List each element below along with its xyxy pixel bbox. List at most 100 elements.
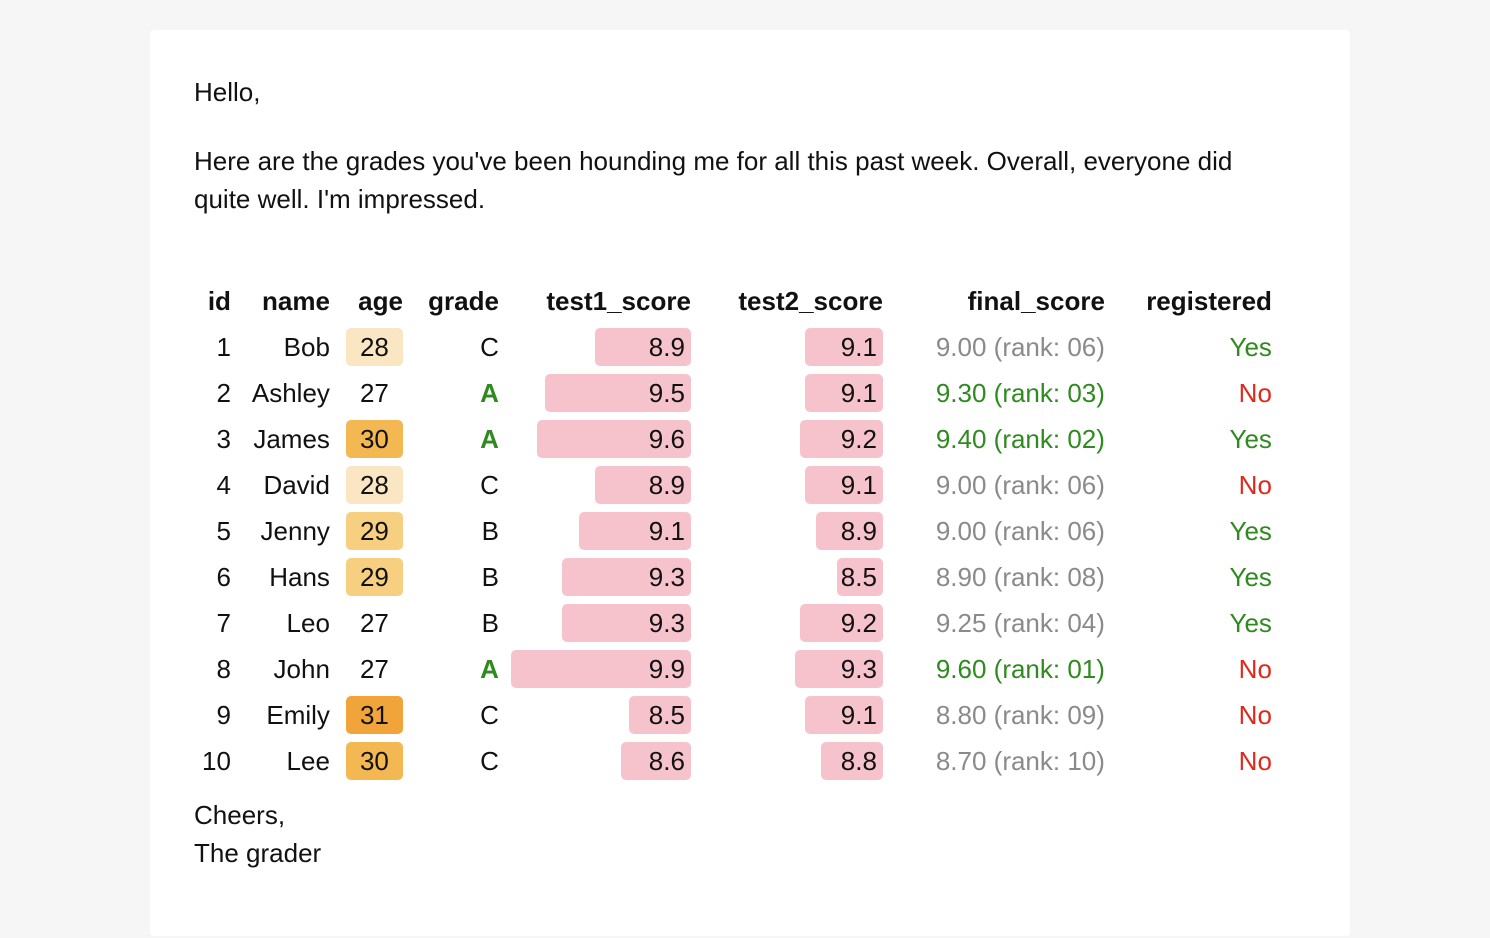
table-row: 6 Hans 29 B 9.3 8.5 8.90 (rank: 08) Yes	[194, 554, 1280, 600]
score-bar-wrap: 9.3	[515, 558, 691, 596]
age-chip: 27	[345, 650, 403, 688]
score-value: 9.9	[648, 654, 685, 684]
score-bar	[561, 558, 691, 596]
cell-test1-score: 9.1	[507, 508, 699, 554]
cell-final-score: 8.70 (rank: 10)	[935, 745, 1105, 776]
cell-final-score: 9.00 (rank: 06)	[935, 469, 1105, 500]
cell-grade: B	[481, 515, 499, 546]
grades-table: id name age grade test1_score test2_scor…	[194, 278, 1280, 784]
table-row: 3 James 30 A 9.6 9.2 9.40 (rank: 02) Yes	[194, 416, 1280, 462]
signoff: Cheers, The grader	[194, 796, 321, 872]
score-value: 9.2	[840, 424, 877, 454]
cell-age: 27	[338, 600, 411, 646]
cell-test1-score: 9.3	[507, 554, 699, 600]
score-bar	[820, 742, 883, 780]
cell-grade: B	[481, 561, 499, 592]
cell-registered: Yes	[1229, 561, 1272, 592]
cell-age: 28	[338, 324, 411, 370]
signoff-line-1: Cheers,	[194, 800, 286, 830]
cell-grade: B	[481, 607, 499, 638]
table-row: 9 Emily 31 C 8.5 9.1 8.80 (rank: 09) No	[194, 692, 1280, 738]
cell-id: 1	[216, 331, 231, 362]
cell-test2-score: 9.2	[699, 600, 891, 646]
score-value: 9.1	[840, 470, 877, 500]
cell-registered: Yes	[1229, 423, 1272, 454]
score-bar	[510, 650, 691, 688]
intro-text: Here are the grades you've been hounding…	[194, 146, 1233, 214]
score-bar	[804, 374, 883, 412]
header-registered: registered	[1146, 285, 1272, 316]
cell-registered: No	[1238, 469, 1272, 500]
cell-id: 3	[216, 423, 231, 454]
cell-name: David	[263, 469, 330, 500]
score-bar-wrap: 8.9	[515, 466, 691, 504]
score-value: 9.3	[648, 608, 685, 638]
cell-final-score: 9.25 (rank: 04)	[935, 607, 1105, 638]
cell-test2-score: 9.1	[699, 370, 891, 416]
score-value: 8.9	[648, 332, 685, 362]
cell-grade: C	[480, 699, 499, 730]
score-value: 9.1	[840, 378, 877, 408]
cell-registered: No	[1238, 653, 1272, 684]
table-row: 10 Lee 30 C 8.6 8.8 8.70 (rank: 10) No	[194, 738, 1280, 784]
score-bar	[804, 466, 883, 504]
cell-id: 9	[216, 699, 231, 730]
score-bar-wrap: 9.2	[707, 420, 883, 458]
header-final-score: final_score	[967, 285, 1105, 316]
age-chip: 31	[345, 696, 403, 734]
cell-test1-score: 9.5	[507, 370, 699, 416]
cell-grade: A	[480, 377, 499, 408]
cell-registered: No	[1238, 377, 1272, 408]
cell-final-score: 9.30 (rank: 03)	[935, 377, 1105, 408]
cell-id: 5	[216, 515, 231, 546]
cell-grade: A	[480, 423, 499, 454]
cell-final-score: 9.40 (rank: 02)	[935, 423, 1105, 454]
score-bar-wrap: 9.1	[707, 328, 883, 366]
score-value: 9.1	[840, 700, 877, 730]
cell-id: 4	[216, 469, 231, 500]
score-bar-wrap: 9.3	[515, 604, 691, 642]
header-test2-score: test2_score	[738, 285, 883, 316]
table-header-row: id name age grade test1_score test2_scor…	[194, 278, 1280, 324]
cell-test2-score: 9.2	[699, 416, 891, 462]
signoff-line-2: The grader	[194, 838, 322, 868]
cell-name: Jenny	[260, 515, 330, 546]
table-row: 7 Leo 27 B 9.3 9.2 9.25 (rank: 04) Yes	[194, 600, 1280, 646]
table-row: 8 John 27 A 9.9 9.3 9.60 (rank: 01) No	[194, 646, 1280, 692]
table-row: 4 David 28 C 8.9 9.1 9.00 (rank: 06) No	[194, 462, 1280, 508]
score-bar-wrap: 8.6	[515, 742, 691, 780]
cell-final-score: 9.00 (rank: 06)	[935, 515, 1105, 546]
cell-age: 28	[338, 462, 411, 508]
table-row: 5 Jenny 29 B 9.1 8.9 9.00 (rank: 06) Yes	[194, 508, 1280, 554]
cell-grade: C	[480, 331, 499, 362]
score-bar	[815, 512, 883, 550]
score-bar	[804, 328, 883, 366]
cell-test2-score: 8.8	[699, 738, 891, 784]
score-bar-wrap: 9.1	[707, 696, 883, 734]
score-value: 8.9	[648, 470, 685, 500]
cell-test1-score: 9.3	[507, 600, 699, 646]
score-value: 9.3	[840, 654, 877, 684]
cell-test2-score: 9.1	[699, 692, 891, 738]
cell-id: 2	[216, 377, 231, 408]
cell-registered: No	[1238, 745, 1272, 776]
score-bar	[544, 374, 691, 412]
cell-name: Lee	[286, 745, 330, 776]
cell-age: 30	[338, 738, 411, 784]
header-test1-score: test1_score	[546, 285, 691, 316]
score-bar	[594, 328, 691, 366]
score-bar-wrap: 8.8	[707, 742, 883, 780]
header-age: age	[358, 285, 403, 316]
cell-name: Hans	[269, 561, 330, 592]
score-bar	[578, 512, 691, 550]
score-value: 8.8	[840, 746, 877, 776]
score-value: 9.2	[840, 608, 877, 638]
score-bar	[836, 558, 883, 596]
cell-test2-score: 8.5	[699, 554, 891, 600]
cell-age: 27	[338, 646, 411, 692]
cell-name: Bob	[283, 331, 330, 362]
cell-age: 27	[338, 370, 411, 416]
cell-test1-score: 8.6	[507, 738, 699, 784]
score-bar	[799, 604, 883, 642]
cell-final-score: 9.60 (rank: 01)	[935, 653, 1105, 684]
